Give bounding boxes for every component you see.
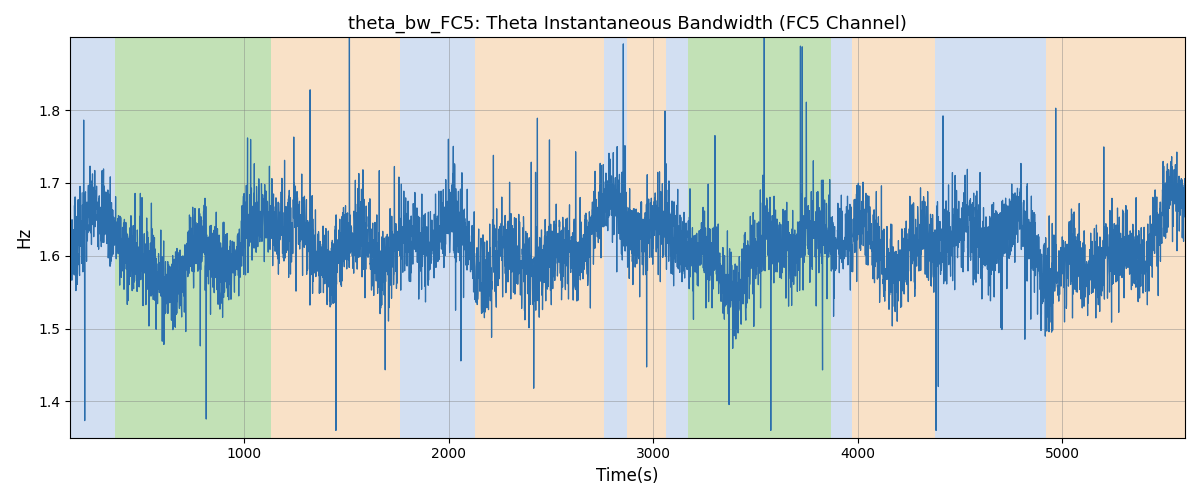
Bar	[626, 38, 666, 438]
Bar	[604, 38, 626, 438]
Y-axis label: Hz: Hz	[14, 227, 32, 248]
Bar	[400, 38, 475, 438]
Bar	[115, 38, 271, 438]
Bar	[1046, 38, 1184, 438]
Bar	[271, 38, 400, 438]
Bar	[852, 38, 936, 438]
Bar	[475, 38, 604, 438]
Bar	[666, 38, 688, 438]
Bar	[71, 38, 115, 438]
Bar	[688, 38, 832, 438]
Bar	[832, 38, 852, 438]
Bar	[936, 38, 1046, 438]
Title: theta_bw_FC5: Theta Instantaneous Bandwidth (FC5 Channel): theta_bw_FC5: Theta Instantaneous Bandwi…	[348, 15, 907, 34]
X-axis label: Time(s): Time(s)	[596, 467, 659, 485]
